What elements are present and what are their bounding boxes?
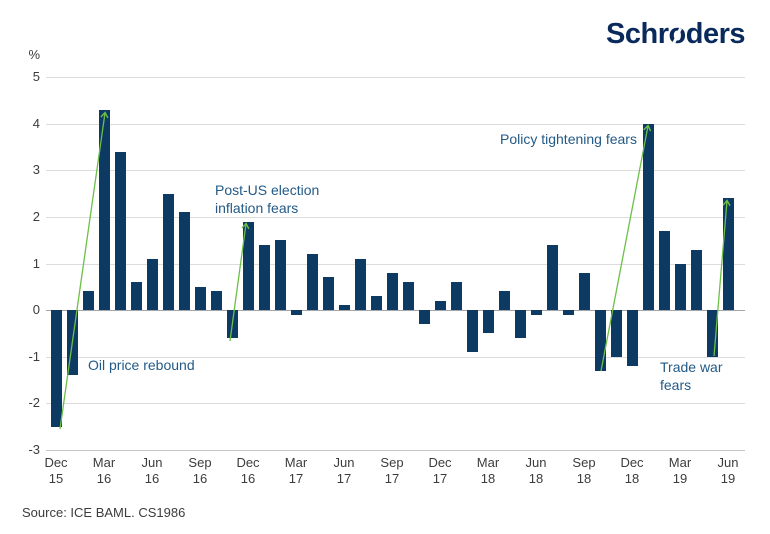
bar-apr-19 xyxy=(690,249,702,311)
bar-apr-17 xyxy=(306,254,318,311)
bar-apr-16 xyxy=(114,151,126,311)
bar-oct-16 xyxy=(210,291,222,311)
bar-jul-16 xyxy=(162,193,174,311)
gridline-0 xyxy=(46,310,745,312)
annotation-trade-war-fears: Trade war fears xyxy=(660,359,723,393)
x-tick-label-dec-15: Dec 15 xyxy=(44,455,68,486)
y-tick-label-2: 2 xyxy=(32,208,40,224)
x-tick-label-mar-19: Mar 19 xyxy=(668,455,692,486)
y-tick-label--1: -1 xyxy=(28,348,40,364)
x-tick-label-jun-18: Jun 18 xyxy=(525,455,547,486)
x-tick-label-mar-17: Mar 17 xyxy=(284,455,308,486)
bar-jul-18 xyxy=(546,244,558,311)
bar-mar-19 xyxy=(674,263,686,311)
bar-nov-18 xyxy=(610,310,622,357)
bar-may-17 xyxy=(322,277,334,311)
bar-aug-16 xyxy=(178,212,190,311)
y-tick-label-5: 5 xyxy=(32,69,40,84)
bar-jun-18 xyxy=(530,310,542,315)
x-tick-label-sep-18: Sep 18 xyxy=(572,455,596,486)
annotation-oil-price-rebound: Oil price rebound xyxy=(88,357,195,373)
bar-oct-18 xyxy=(594,310,606,371)
y-axis-unit-label: % xyxy=(28,47,40,62)
bar-may-18 xyxy=(514,310,526,339)
logo-text-prefix: Schr xyxy=(606,18,669,50)
bar-dec-18 xyxy=(626,310,638,367)
gridline-2 xyxy=(46,216,745,218)
bar-feb-17 xyxy=(274,240,286,311)
bar-feb-16 xyxy=(82,291,94,311)
bar-jan-16 xyxy=(66,310,78,376)
y-tick-label-3: 3 xyxy=(32,162,40,178)
logo-split-o-glyph: o xyxy=(668,18,687,50)
gridline--2 xyxy=(46,403,745,405)
x-tick-label-sep-17: Sep 17 xyxy=(380,455,404,486)
x-tick-label-mar-16: Mar 16 xyxy=(92,455,116,486)
bar-aug-17 xyxy=(370,296,382,311)
x-tick-label-dec-16: Dec 16 xyxy=(236,455,260,486)
bar-dec-17 xyxy=(434,300,446,311)
x-tick-label-dec-18: Dec 18 xyxy=(620,455,644,486)
bar-mar-16 xyxy=(98,109,110,311)
y-tick-label--3: -3 xyxy=(28,442,40,457)
gridline-4 xyxy=(46,123,745,125)
bar-jan-17 xyxy=(258,244,270,311)
gridline--1 xyxy=(46,356,745,358)
bar-sep-16 xyxy=(194,286,206,311)
x-tick-label-dec-17: Dec 17 xyxy=(428,455,452,486)
bar-jun-16 xyxy=(146,258,158,311)
bar-mar-18 xyxy=(482,310,494,334)
gridline-1 xyxy=(46,263,745,265)
y-tick-label-0: 0 xyxy=(32,302,40,318)
schroders-logo: Schroders xyxy=(606,18,745,51)
bar-feb-19 xyxy=(658,230,670,311)
y-tick-label--2: -2 xyxy=(28,395,40,411)
bar-nov-16 xyxy=(226,310,238,339)
x-tick-label-sep-16: Sep 16 xyxy=(188,455,212,486)
logo-text-suffix: ders xyxy=(685,18,746,50)
bar-dec-15 xyxy=(50,310,62,427)
gridline--3 xyxy=(46,450,745,451)
bar-jun-19 xyxy=(722,198,734,311)
bar-may-16 xyxy=(130,282,142,311)
bar-jun-17 xyxy=(338,305,350,311)
bar-aug-18 xyxy=(562,310,574,315)
gridline-3 xyxy=(46,170,745,172)
y-tick-label-4: 4 xyxy=(32,115,40,131)
bar-dec-16 xyxy=(242,221,254,311)
x-tick-label-mar-18: Mar 18 xyxy=(476,455,500,486)
bar-oct-17 xyxy=(402,282,414,311)
bar-may-19 xyxy=(706,310,718,357)
bar-feb-18 xyxy=(466,310,478,353)
annotation-policy-tightening-fears: Policy tightening fears xyxy=(500,131,637,147)
bar-sep-17 xyxy=(386,272,398,311)
annotation-post-us-election-inflation-fears: Post-US election inflation fears xyxy=(215,182,320,216)
x-tick-label-jun-19: Jun 19 xyxy=(717,455,739,486)
bar-jan-18 xyxy=(450,282,462,311)
gridline-5 xyxy=(46,77,745,78)
bar-apr-18 xyxy=(498,291,510,311)
x-tick-label-jun-17: Jun 17 xyxy=(333,455,355,486)
bar-nov-17 xyxy=(418,310,430,325)
y-tick-label-1: 1 xyxy=(32,255,40,271)
x-tick-label-jun-16: Jun 16 xyxy=(141,455,163,486)
bar-jul-17 xyxy=(354,258,366,311)
bar-sep-18 xyxy=(578,272,590,311)
bar-jan-19 xyxy=(642,123,654,311)
bar-mar-17 xyxy=(290,310,302,315)
source-note: Source: ICE BAML. CS1986 xyxy=(22,505,186,520)
